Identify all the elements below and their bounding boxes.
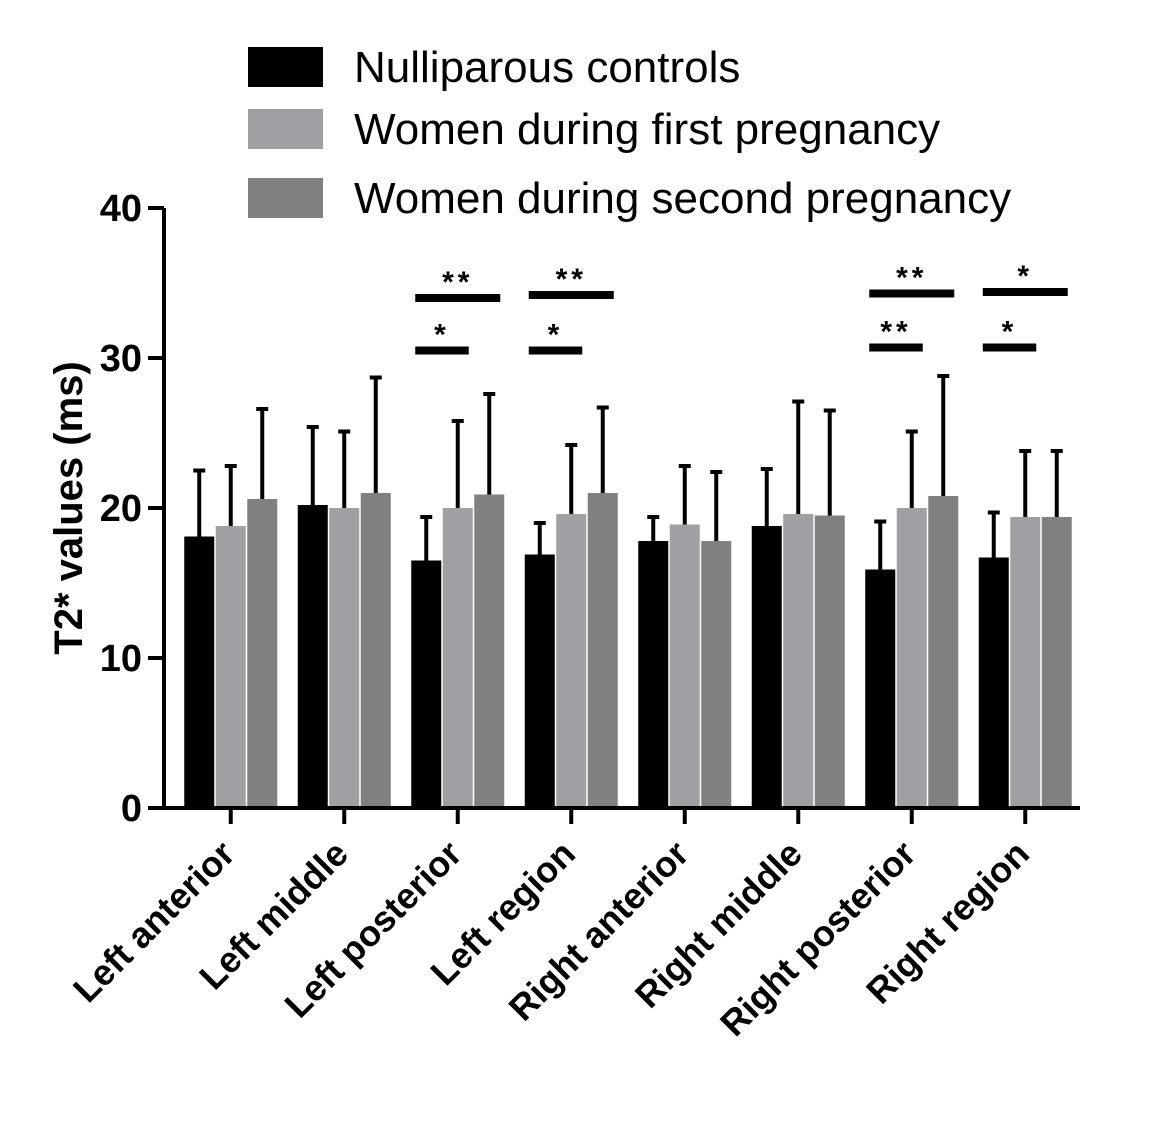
bar-right-middle-series-2	[783, 514, 814, 808]
y-tick-label: 30	[100, 338, 142, 380]
legend-label-series-3: Women during second pregnancy	[354, 174, 1011, 223]
legend-label-series-2: Women during first pregnancy	[354, 105, 940, 154]
bar-left-posterior-series-1	[411, 560, 442, 808]
y-tick-label: 0	[121, 788, 142, 830]
bar-right-anterior-series-3	[701, 541, 732, 808]
significance-annotations: ************	[415, 260, 1068, 355]
significance-label: **	[880, 316, 911, 349]
bar-right-posterior-series-1	[865, 569, 896, 808]
bar-left-middle-series-2	[329, 508, 360, 808]
significance-label: *	[1002, 316, 1018, 349]
y-axis-label: T2* values (ms)	[47, 361, 91, 654]
significance-label: **	[896, 262, 927, 295]
y-tick-label: 10	[100, 638, 142, 680]
bar-left-region-series-2	[556, 514, 587, 808]
error-bars	[193, 374, 1063, 570]
significance-label: **	[442, 266, 473, 299]
significance-label: *	[548, 319, 564, 352]
bar-left-region-series-1	[524, 554, 555, 808]
bar-right-region-series-2	[1010, 517, 1041, 808]
bar-left-anterior-series-2	[215, 526, 246, 808]
bar-right-anterior-series-2	[669, 524, 700, 808]
x-tick-label: Right posterior	[712, 833, 923, 1044]
bar-right-anterior-series-1	[638, 541, 669, 808]
bar-left-middle-series-3	[360, 493, 391, 808]
bars	[184, 493, 1072, 808]
bar-left-posterior-series-2	[442, 508, 473, 808]
bar-right-region-series-3	[1041, 517, 1072, 808]
legend-swatch-series-2	[248, 109, 323, 149]
bar-left-posterior-series-3	[474, 494, 505, 808]
bar-left-region-series-3	[587, 493, 618, 808]
legend-swatch-series-1	[248, 47, 323, 87]
bar-left-anterior-series-3	[247, 499, 278, 808]
bar-right-region-series-1	[978, 557, 1009, 808]
bar-right-middle-series-1	[751, 526, 782, 808]
bar-right-posterior-series-3	[928, 496, 959, 808]
significance-label: **	[556, 263, 587, 296]
bar-left-middle-series-1	[297, 505, 328, 808]
legend: Nulliparous controls Women during first p…	[248, 43, 1011, 223]
bar-right-posterior-series-2	[896, 508, 927, 808]
significance-label: *	[434, 319, 450, 352]
significance-label: *	[1017, 260, 1033, 293]
y-tick-label: 40	[100, 188, 142, 230]
bar-right-middle-series-3	[814, 515, 845, 808]
legend-label-series-1: Nulliparous controls	[354, 43, 740, 92]
legend-swatch-series-3	[248, 178, 323, 218]
bar-left-anterior-series-1	[184, 536, 215, 808]
y-tick-label: 20	[100, 488, 142, 530]
